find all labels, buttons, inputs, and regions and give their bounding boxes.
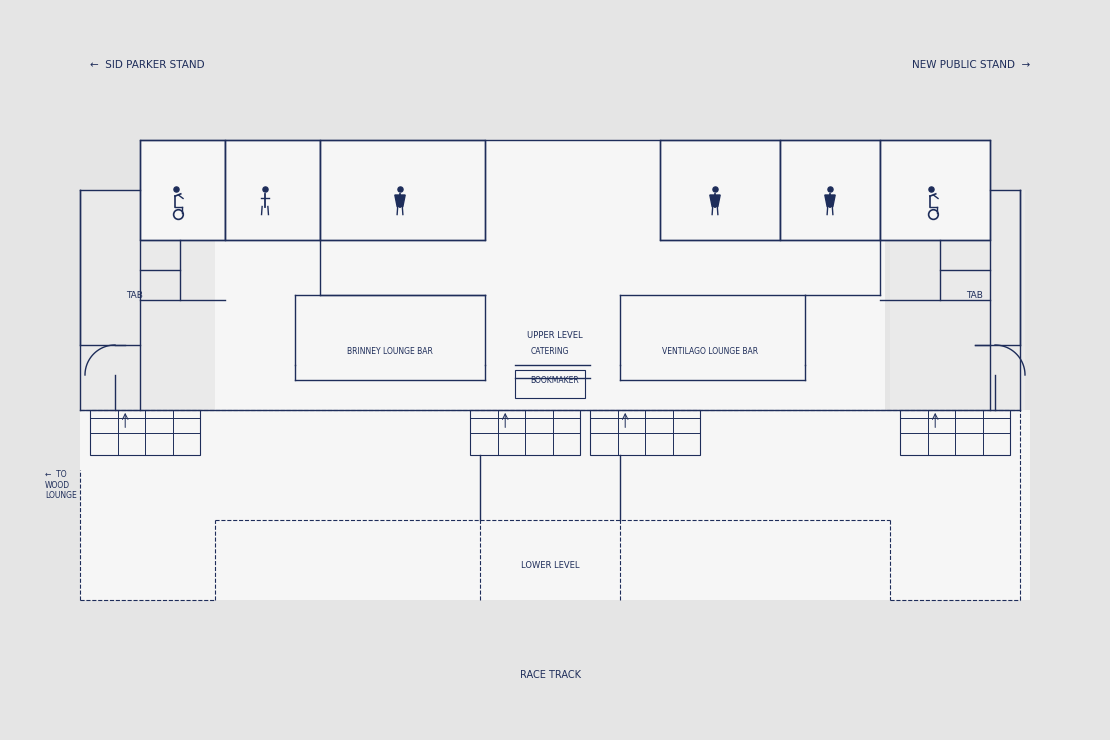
Text: RACE TRACK: RACE TRACK <box>519 670 581 680</box>
Text: TAB: TAB <box>967 291 983 300</box>
Bar <box>515 370 585 398</box>
Bar <box>80 410 1030 600</box>
Bar <box>780 140 880 240</box>
Bar <box>80 190 215 410</box>
Text: ←  TO
WOOD
LOUNGE: ← TO WOOD LOUNGE <box>46 470 77 500</box>
Bar <box>140 140 225 240</box>
Text: ←  SID PARKER STAND: ← SID PARKER STAND <box>90 60 204 70</box>
Polygon shape <box>395 195 405 206</box>
Bar <box>890 190 1025 410</box>
Text: TAB: TAB <box>127 291 143 300</box>
Polygon shape <box>709 195 720 206</box>
Bar <box>660 140 780 240</box>
Bar <box>320 140 485 240</box>
Bar <box>880 140 990 240</box>
Bar <box>225 140 320 240</box>
Text: UPPER LEVEL: UPPER LEVEL <box>527 331 583 340</box>
Text: BOOKMAKER: BOOKMAKER <box>531 376 579 385</box>
Bar <box>900 410 1010 455</box>
Text: BRINNEY LOUNGE BAR: BRINNEY LOUNGE BAR <box>347 348 433 357</box>
Bar <box>470 410 581 455</box>
Bar <box>591 410 700 455</box>
Polygon shape <box>825 195 835 206</box>
Text: CATERING: CATERING <box>531 348 569 357</box>
Bar <box>90 410 200 455</box>
Text: VENTILAGO LOUNGE BAR: VENTILAGO LOUNGE BAR <box>662 348 758 357</box>
Text: LOWER LEVEL: LOWER LEVEL <box>521 560 579 570</box>
Bar <box>215 140 885 410</box>
Text: NEW PUBLIC STAND  →: NEW PUBLIC STAND → <box>911 60 1030 70</box>
